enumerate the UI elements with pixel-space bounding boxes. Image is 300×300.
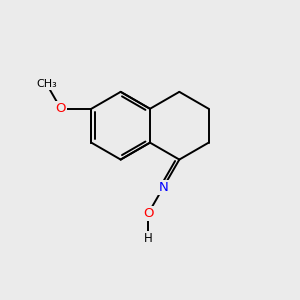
Text: H: H	[144, 232, 153, 245]
Text: N: N	[158, 181, 168, 194]
Text: CH₃: CH₃	[36, 79, 57, 89]
Text: O: O	[143, 207, 154, 220]
Text: O: O	[56, 102, 66, 115]
